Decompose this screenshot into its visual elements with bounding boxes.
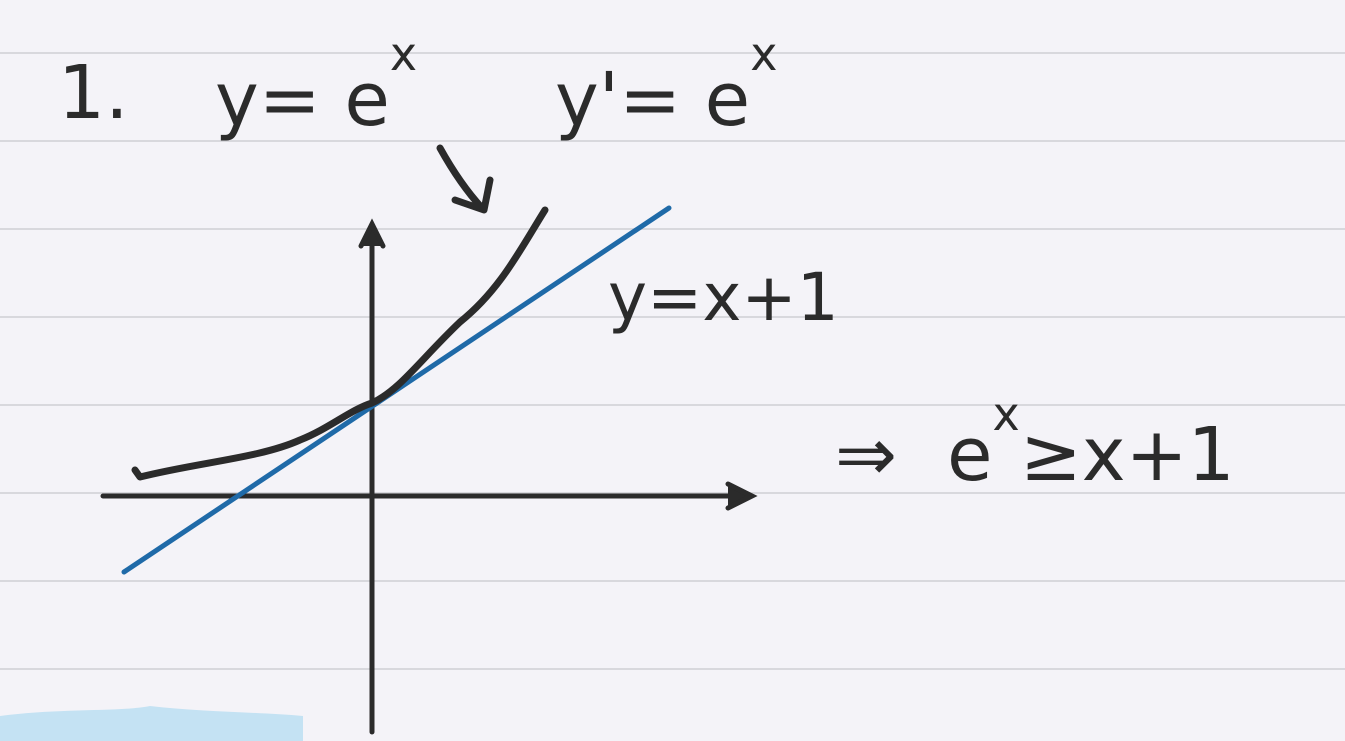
item-number: 1. [58, 50, 129, 136]
conclusion-arrow: ⇒ [835, 412, 897, 498]
highlight-blob [0, 706, 303, 741]
equation: y'= ex [555, 27, 777, 143]
equation: y= ex [215, 27, 417, 143]
exp-curve [131, 206, 549, 481]
conclusion: ⇒ ex≥x+1 [835, 387, 1235, 498]
ruled-lines [0, 52, 1345, 670]
equation-base: y'= e [555, 57, 750, 143]
line-label: y=x+1 [608, 259, 839, 336]
equation-exponent: x [390, 27, 417, 81]
y-arrow [358, 218, 386, 249]
equation-exponent: x [750, 27, 777, 81]
equation-base: y= e [215, 57, 390, 143]
pointer-arrow [436, 144, 494, 214]
conclusion-exponent: x [993, 387, 1020, 441]
conclusion-base: e [947, 412, 993, 498]
x-arrow [725, 481, 758, 511]
conclusion-relation: ≥x+1 [1020, 412, 1235, 498]
axes [100, 218, 758, 735]
